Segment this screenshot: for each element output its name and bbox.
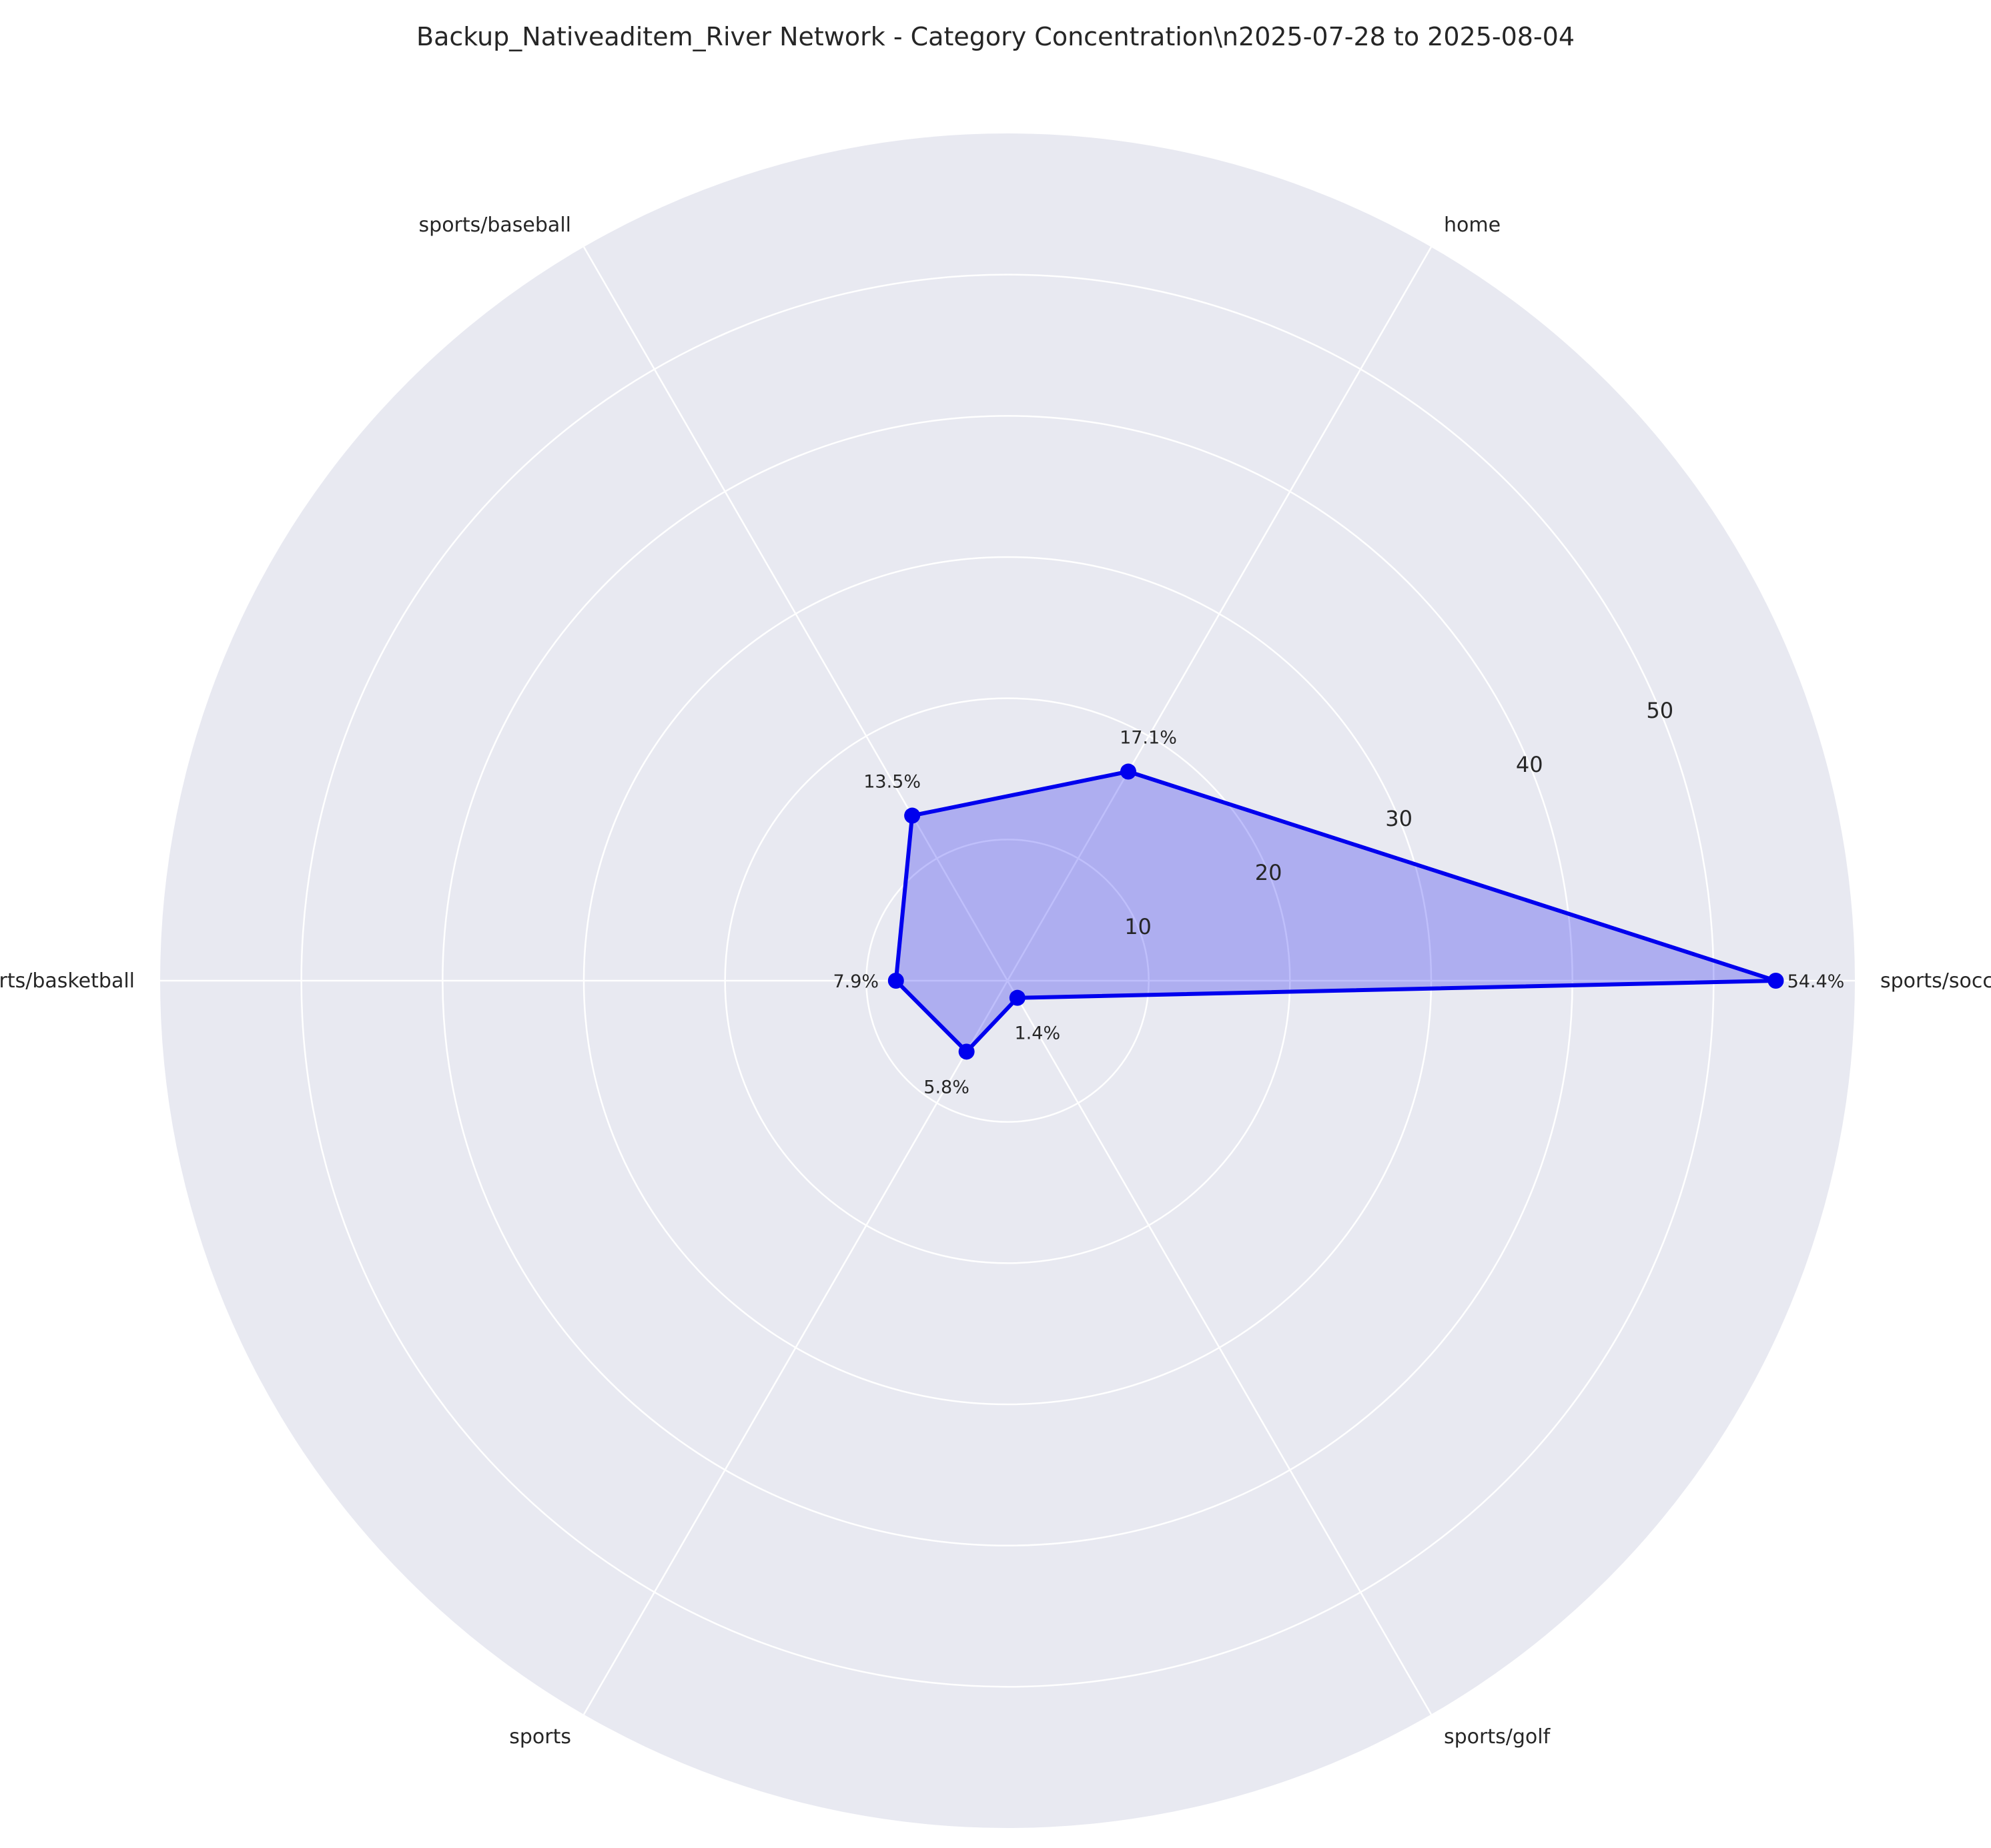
grid-spoke	[1006, 980, 1433, 1715]
chart-title: Backup_Nativeaditem_River Network - Cate…	[416, 22, 1575, 51]
value-label: 54.4%	[1787, 971, 1845, 992]
grid-lines	[160, 246, 1855, 1715]
radial-tick-label: 50	[1646, 698, 1673, 723]
radial-tick-label: 10	[1124, 914, 1152, 939]
data-point-marker	[1120, 763, 1136, 780]
series-fill-area	[895, 771, 1776, 1052]
data-point-marker	[887, 973, 904, 989]
radial-tick-label: 20	[1255, 860, 1282, 885]
data-point-marker	[1009, 989, 1026, 1006]
value-label: 13.5%	[863, 772, 921, 793]
labels-layer: 10 20 30 40 50 sports/soccer home sports/baseba…	[0, 213, 1991, 1749]
data-series	[887, 763, 1784, 1060]
category-label: sports/soccer	[1880, 969, 1991, 993]
radial-tick-label: 30	[1385, 806, 1413, 831]
category-label: home	[1444, 213, 1501, 237]
value-label: 5.8%	[923, 1077, 969, 1097]
category-label: sports/golf	[1444, 1725, 1551, 1749]
category-label: sports	[509, 1725, 571, 1749]
data-point-marker	[904, 807, 921, 824]
data-point-marker	[1767, 973, 1784, 989]
value-label: 17.1%	[1120, 728, 1177, 749]
radial-tick-label: 40	[1516, 752, 1543, 777]
data-point-marker	[958, 1043, 975, 1060]
grid-spoke	[582, 246, 1009, 981]
grid-spoke	[1006, 246, 1433, 981]
grid-spoke	[582, 980, 1009, 1715]
category-label: sports/baseball	[419, 213, 571, 237]
category-label: sports/basketball	[0, 969, 135, 993]
value-label: 1.4%	[1015, 1023, 1061, 1044]
value-label: 7.9%	[833, 971, 879, 992]
